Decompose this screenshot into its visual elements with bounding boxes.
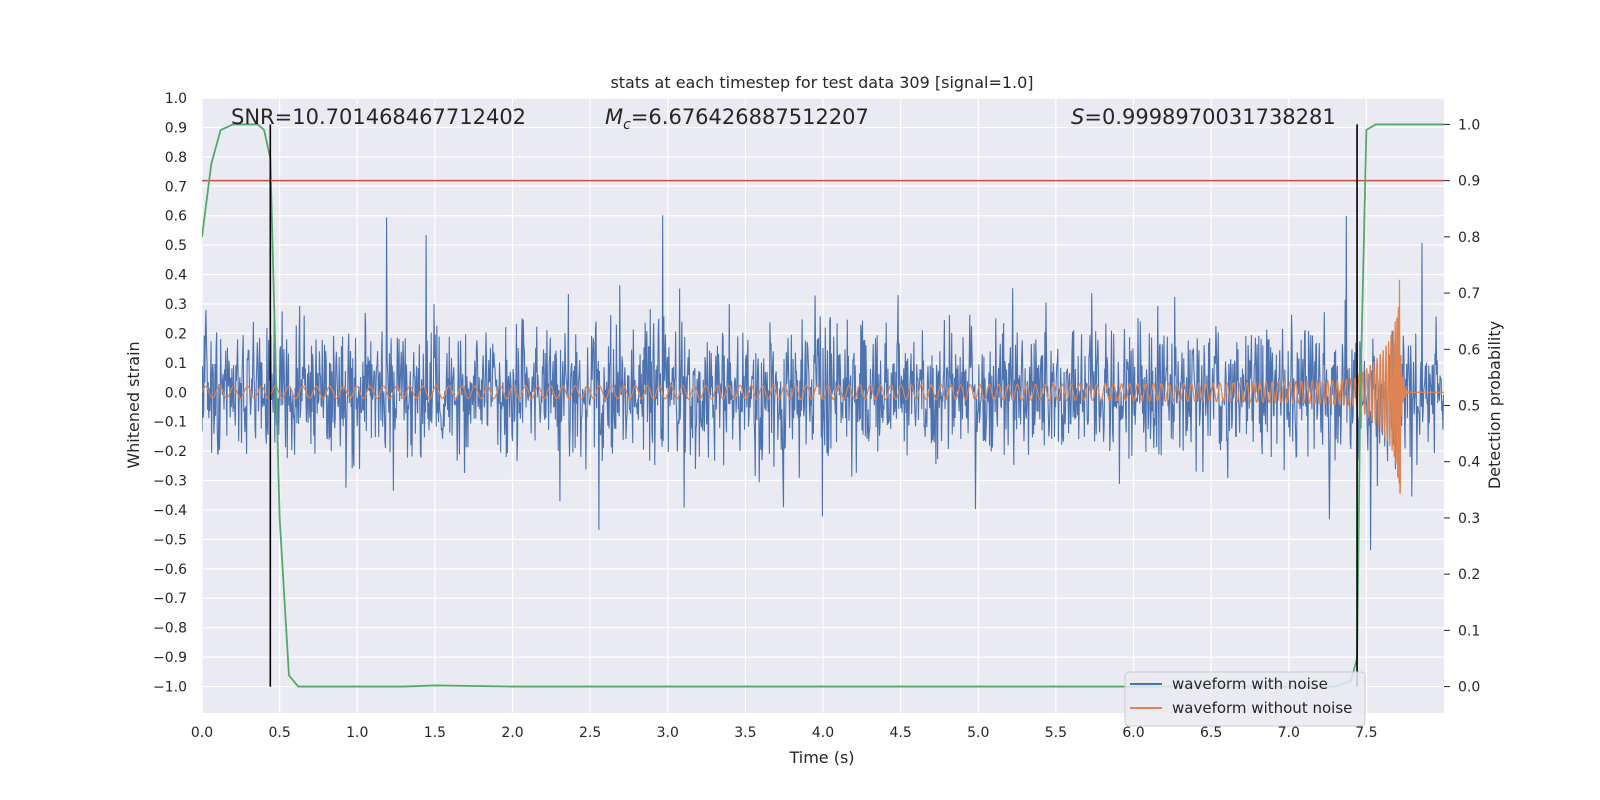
chirp-mass-subscript: c [623, 117, 631, 133]
y-tick-label: 0.9 [165, 120, 187, 136]
legend-label-clean: waveform without noise [1172, 699, 1352, 717]
y-tick-label: 0.4 [165, 268, 187, 284]
x-tick-label: 4.5 [889, 725, 911, 741]
y-tick-label: −0.2 [153, 444, 187, 460]
y2-tick-label: 0.4 [1458, 455, 1480, 471]
y2-axis-label: Detection probability [1485, 321, 1504, 489]
statistic-annotation: S=0.9998970031738281 [1071, 105, 1336, 129]
y-tick-label: −0.3 [153, 474, 187, 490]
y2-tick-label: 0.7 [1458, 286, 1480, 302]
series-waveform-with-noise [202, 215, 1444, 551]
x-tick-label: 3.0 [657, 725, 679, 741]
y-axis-left: 1.0 0.9 0.8 0.7 0.6 0.5 0.4 0.3 0.2 0.1 0.0 −0.1 −0.… [153, 91, 187, 696]
y-tick-label: 0.0 [165, 385, 187, 401]
y-tick-label: −0.7 [153, 591, 187, 607]
x-tick-label: 0.0 [191, 725, 213, 741]
x-tick-label: 6.5 [1200, 725, 1222, 741]
y-tick-label: −0.5 [153, 532, 187, 548]
y-tick-label: 0.5 [165, 238, 187, 254]
x-tick-label: 5.5 [1045, 725, 1067, 741]
y-tick-label: 0.7 [165, 179, 187, 195]
y2-tick-label: 0.1 [1458, 623, 1480, 639]
y-tick-label: 0.6 [165, 209, 187, 225]
y2-tick-label: 1.0 [1458, 117, 1480, 133]
y-tick-label: −0.9 [153, 650, 187, 666]
x-tick-label: 1.0 [346, 725, 368, 741]
x-tick-label: 5.0 [967, 725, 989, 741]
y-axis-right: 1.0 0.9 0.8 0.7 0.6 0.5 0.4 0.3 0.2 0.1 0.0 [1444, 117, 1480, 696]
x-tick-label: 2.0 [501, 725, 523, 741]
y2-tick-label: 0.6 [1458, 342, 1480, 358]
x-tick-label: 0.5 [268, 725, 290, 741]
legend-label-noisy: waveform with noise [1172, 675, 1328, 693]
legend-box [1124, 671, 1366, 727]
x-tick-label: 3.5 [734, 725, 756, 741]
y2-tick-label: 0.5 [1458, 399, 1480, 415]
y-tick-label: −0.8 [153, 621, 187, 637]
y-tick-label: 0.8 [165, 150, 187, 166]
y2-tick-label: 0.9 [1458, 174, 1480, 190]
x-axis-label: Time (s) [788, 748, 854, 767]
y-tick-label: −0.4 [153, 503, 187, 519]
y2-tick-label: 0.3 [1458, 511, 1480, 527]
chirp-mass-annotation: Mc=6.676426887512207 [605, 105, 869, 133]
x-tick-label: 6.0 [1122, 725, 1144, 741]
y-tick-label: 0.3 [165, 297, 187, 313]
y2-tick-label: 0.2 [1458, 567, 1480, 583]
y2-tick-label: 0.8 [1458, 230, 1480, 246]
plot-area [202, 123, 1444, 688]
x-tick-label: 7.5 [1355, 725, 1377, 741]
x-tick-label: 7.0 [1278, 725, 1300, 741]
y-tick-label: 0.2 [165, 326, 187, 342]
y-tick-label: −0.6 [153, 562, 187, 578]
x-axis: 0.0 0.5 1.0 1.5 2.0 2.5 3.0 3.5 4.0 4.5 5.0 5.5 6.0 6… [191, 725, 1378, 741]
y-tick-label: −0.1 [153, 415, 187, 431]
series-waveform-without-noise [202, 279, 1444, 494]
legend: waveform with noise waveform without noi… [1124, 671, 1366, 727]
y-tick-label: 1.0 [165, 91, 187, 107]
snr-annotation: SNR=10.701468467712402 [231, 105, 526, 129]
y-tick-label: −1.0 [153, 680, 187, 696]
x-tick-label: 4.0 [812, 725, 834, 741]
chart-title: stats at each timestep for test data 309… [610, 73, 1033, 92]
statistic-symbol: S [1071, 105, 1084, 129]
chirp-mass-value: =6.676426887512207 [631, 105, 869, 129]
chirp-mass-symbol: M [605, 105, 623, 129]
y2-tick-label: 0.0 [1458, 680, 1480, 696]
series-detection-probability [202, 123, 1444, 688]
y-tick-label: 0.1 [165, 356, 187, 372]
x-tick-label: 2.5 [579, 725, 601, 741]
x-tick-label: 1.5 [424, 725, 446, 741]
statistic-value: =0.9998970031738281 [1084, 105, 1335, 129]
y-axis-label: Whitened strain [124, 341, 143, 468]
